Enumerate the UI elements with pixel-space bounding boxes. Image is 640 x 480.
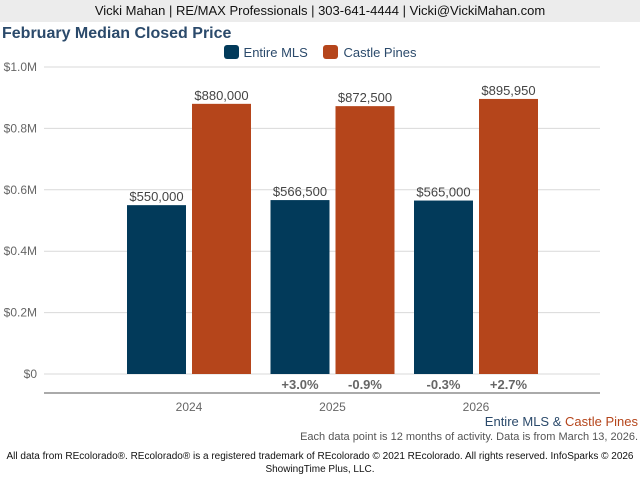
- legend-item-castle-pines[interactable]: Castle Pines: [323, 45, 416, 60]
- legend-swatch-castle-pines: [323, 45, 339, 59]
- y-tick-label: $0: [24, 367, 38, 381]
- data-label: $895,950: [481, 83, 535, 98]
- data-label: $872,500: [338, 90, 392, 105]
- change-label: +2.7%: [490, 377, 528, 392]
- bar-castle-pines: [479, 98, 538, 374]
- y-tick-label: $0.2M: [4, 306, 37, 320]
- source-joiner: &: [549, 414, 566, 429]
- change-label: -0.9%: [348, 377, 382, 392]
- bar-entire-mls: [127, 205, 186, 374]
- source-castle-pines: Castle Pines: [565, 414, 638, 429]
- x-tick-label: 2025: [319, 400, 346, 414]
- y-tick-label: $0.6M: [4, 183, 37, 197]
- legend: Entire MLS Castle Pines: [0, 45, 640, 60]
- legend-swatch-entire-mls: [223, 45, 239, 59]
- footer-line-1: All data from REcolorado®. REcolorado® i…: [6, 451, 634, 462]
- y-tick-label: $0.4M: [4, 244, 37, 258]
- data-note: Each data point is 12 months of activity…: [300, 431, 638, 443]
- change-label: -0.3%: [427, 377, 461, 392]
- data-label: $550,000: [129, 189, 183, 204]
- x-tick-label: 2026: [463, 400, 490, 414]
- x-tick-label: 2024: [176, 400, 203, 414]
- data-label: $565,000: [416, 185, 470, 200]
- bar-entire-mls: [414, 200, 473, 374]
- bar-castle-pines: [335, 106, 395, 374]
- source-line: Entire MLS & Castle Pines: [485, 414, 638, 429]
- data-label: $566,500: [273, 184, 327, 199]
- chart-title: February Median Closed Price: [2, 25, 232, 42]
- bar-castle-pines: [192, 103, 251, 374]
- legend-item-entire-mls[interactable]: Entire MLS: [223, 45, 308, 60]
- legend-label-castle-pines: Castle Pines: [343, 45, 417, 60]
- data-label: $880,000: [194, 88, 248, 103]
- y-tick-label: $1.0M: [4, 60, 37, 74]
- bar-entire-mls: [270, 200, 330, 374]
- contact-header: Vicki Mahan | RE/MAX Professionals | 303…: [0, 0, 640, 22]
- change-label: +3.0%: [281, 377, 319, 392]
- source-entire-mls: Entire MLS: [484, 414, 550, 429]
- y-tick-label: $0.8M: [4, 121, 37, 135]
- legend-label-entire-mls: Entire MLS: [243, 45, 308, 60]
- footer-line-2: ShowingTime Plus, LLC.: [265, 464, 375, 475]
- contact-line: Vicki Mahan | RE/MAX Professionals | 303…: [94, 3, 546, 18]
- footer: All data from REcolorado®. REcolorado® i…: [0, 450, 640, 476]
